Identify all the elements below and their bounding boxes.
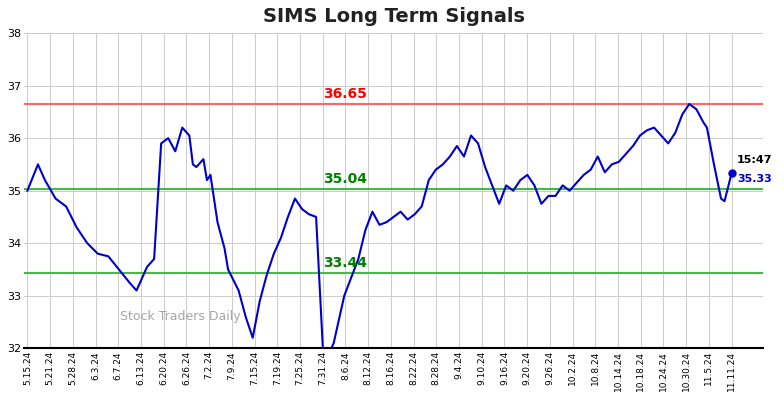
Text: Stock Traders Daily: Stock Traders Daily [120,310,241,323]
Text: 35.04: 35.04 [323,172,368,186]
Text: 35.33: 35.33 [737,174,771,183]
Text: 15:47: 15:47 [737,155,772,165]
Title: SIMS Long Term Signals: SIMS Long Term Signals [263,7,524,26]
Text: 36.65: 36.65 [324,87,368,101]
Text: 33.44: 33.44 [323,256,368,270]
